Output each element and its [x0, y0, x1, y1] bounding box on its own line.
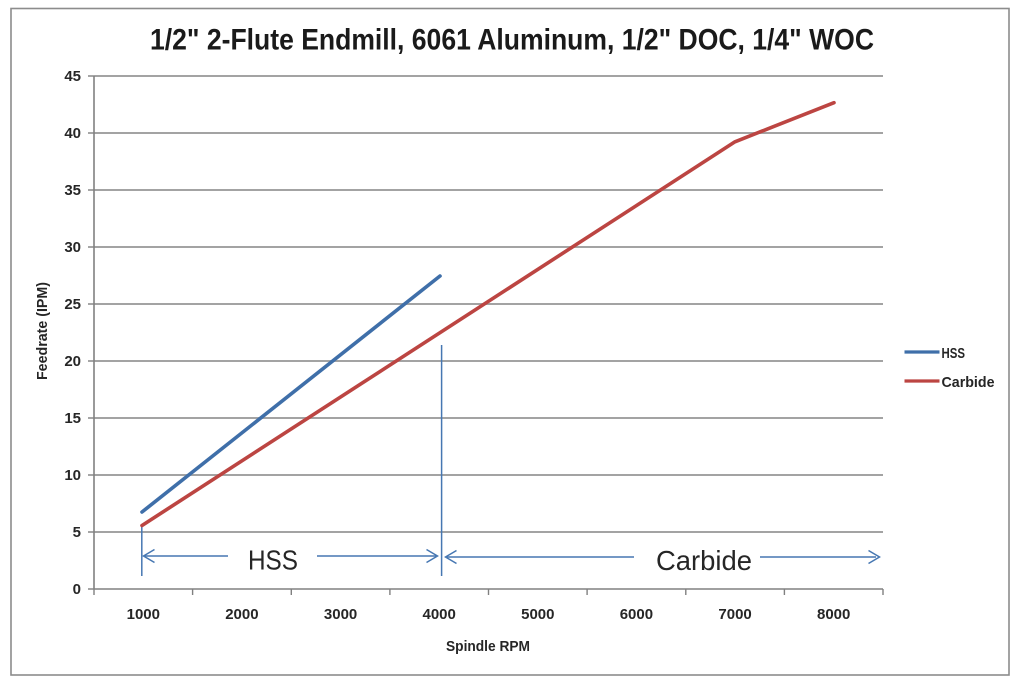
- svg-text:30: 30: [64, 239, 81, 256]
- svg-text:3000: 3000: [324, 606, 357, 623]
- svg-text:Feedrate (IPM): Feedrate (IPM): [34, 282, 51, 380]
- svg-text:35: 35: [64, 182, 81, 199]
- svg-text:45: 45: [64, 68, 81, 85]
- svg-text:Carbide: Carbide: [656, 545, 752, 576]
- svg-text:5: 5: [73, 524, 81, 541]
- svg-text:HSS: HSS: [942, 345, 966, 362]
- svg-text:20: 20: [64, 353, 81, 370]
- svg-text:6000: 6000: [620, 606, 653, 623]
- svg-text:Carbide: Carbide: [942, 374, 995, 391]
- svg-text:40: 40: [64, 125, 81, 142]
- svg-text:8000: 8000: [817, 606, 850, 623]
- svg-text:0: 0: [73, 581, 81, 598]
- svg-text:Spindle RPM: Spindle RPM: [446, 638, 530, 655]
- svg-text:1/2" 2-Flute Endmill, 6061 Alu: 1/2" 2-Flute Endmill, 6061 Aluminum, 1/2…: [150, 24, 874, 57]
- svg-text:10: 10: [64, 467, 81, 484]
- svg-text:2000: 2000: [225, 606, 258, 623]
- svg-text:25: 25: [64, 296, 81, 313]
- svg-text:4000: 4000: [423, 606, 456, 623]
- svg-text:7000: 7000: [718, 606, 751, 623]
- svg-text:15: 15: [64, 410, 81, 427]
- svg-text:5000: 5000: [521, 606, 554, 623]
- svg-text:1000: 1000: [127, 606, 160, 623]
- svg-text:HSS: HSS: [248, 545, 298, 576]
